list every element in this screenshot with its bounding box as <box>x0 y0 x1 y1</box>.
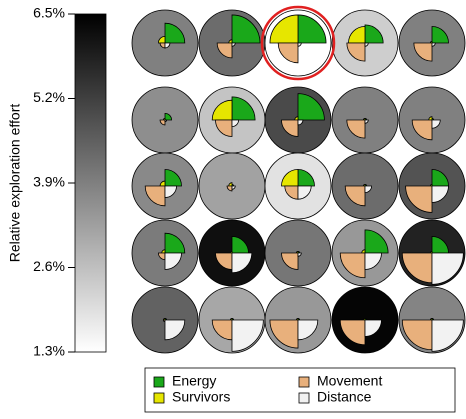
y-tick-label: 1.3% <box>33 343 65 359</box>
wedge <box>215 119 233 137</box>
wedge <box>231 252 253 274</box>
wedge <box>413 42 433 62</box>
wedge <box>431 26 449 44</box>
wedge <box>364 119 369 124</box>
wedge <box>405 185 433 213</box>
wedge <box>297 252 302 257</box>
wedge <box>297 319 319 341</box>
wedge <box>211 99 233 121</box>
wedge <box>364 252 382 270</box>
wedge <box>297 185 312 200</box>
wedge <box>281 252 299 270</box>
wedge <box>231 119 240 128</box>
wedge <box>281 169 299 187</box>
wedge <box>431 185 449 203</box>
legend-label: Energy <box>172 373 216 389</box>
legend-label: Survivors <box>172 389 230 405</box>
wedge <box>364 42 369 47</box>
wedge <box>431 319 464 352</box>
wedge <box>164 119 168 123</box>
highlight-ring <box>260 5 336 81</box>
wedge <box>164 22 186 44</box>
wedge <box>216 42 233 59</box>
wedge <box>164 319 186 341</box>
wedge <box>344 185 366 207</box>
wedge <box>364 185 373 194</box>
wedge <box>164 112 173 121</box>
y-tick-label: 2.6% <box>33 258 65 274</box>
wedge <box>431 42 436 47</box>
wedge <box>231 14 261 44</box>
wedge <box>144 185 166 207</box>
wedge <box>431 252 464 285</box>
wedge <box>364 229 389 254</box>
wedge <box>401 252 433 284</box>
wedge <box>364 319 382 337</box>
legend-swatch <box>298 392 310 404</box>
wedge <box>211 319 233 341</box>
y-tick-label: 6.5% <box>33 5 65 21</box>
wedge <box>277 42 299 64</box>
wedge <box>339 252 366 279</box>
colorbar-label: Relative exploration effort <box>7 104 23 263</box>
wedge <box>231 185 236 190</box>
wedge <box>431 119 441 129</box>
wedge <box>164 169 182 187</box>
y-tick-label: 3.9% <box>33 174 65 190</box>
wedge <box>411 119 433 141</box>
wedge <box>231 42 236 47</box>
legend-swatch <box>153 392 165 404</box>
wedge <box>164 42 171 49</box>
wedge <box>346 119 366 139</box>
wedge <box>164 185 177 198</box>
wedge <box>157 35 166 44</box>
legend-label: Movement <box>317 373 382 389</box>
wedge <box>231 319 264 352</box>
wedge <box>346 42 366 62</box>
colorbar <box>74 13 107 353</box>
wedge <box>164 232 186 254</box>
legend-swatch <box>153 376 165 388</box>
wedge <box>164 252 182 270</box>
wedge <box>269 14 299 44</box>
wedge <box>401 319 433 351</box>
wedge <box>297 42 302 47</box>
wedge <box>231 96 256 121</box>
wedge <box>339 319 366 346</box>
wedge <box>297 93 325 121</box>
wedge <box>226 185 233 192</box>
legend-label: Distance <box>317 389 372 405</box>
wedge <box>297 14 327 44</box>
wedge <box>281 119 299 137</box>
y-tick-label: 5.2% <box>33 89 65 105</box>
legend-swatch <box>298 376 310 388</box>
wedge <box>297 119 304 126</box>
legend <box>144 367 456 413</box>
wedge <box>159 119 166 126</box>
wedge <box>364 24 384 44</box>
wedge <box>269 319 299 349</box>
